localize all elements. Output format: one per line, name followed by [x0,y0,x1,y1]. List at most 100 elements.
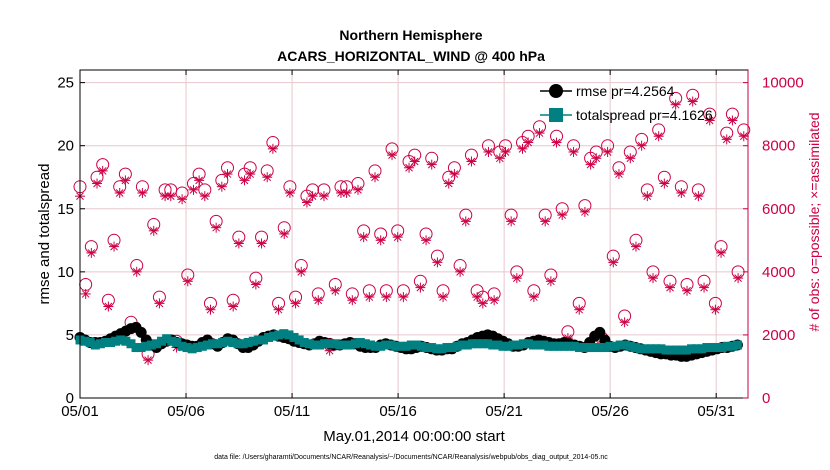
obs-assimilated-point [421,235,432,246]
chart-title-line2: ACARS_HORIZONTAL_WIND @ 400 hPa [277,48,545,64]
totalspread-point [661,345,671,355]
obs-assimilated-point [579,206,590,217]
totalspread-point [207,339,217,349]
totalspread-point [304,339,314,349]
obs-assimilated-point [279,229,290,239]
totalspread-point [192,343,202,353]
obs-assimilated-point [335,188,346,198]
obs-assimilated-point [290,298,301,309]
obs-assimilated-point [591,153,602,164]
totalspread-point [116,335,126,345]
obs-assimilated-point [296,266,307,277]
totalspread-point [386,340,396,350]
obs-assimilated-point [358,232,369,243]
totalspread-point [289,332,299,342]
obs-assimilated-point [489,295,500,306]
totalspread-point [707,343,717,353]
totalspread-point [167,336,177,346]
obs-assimilated-point [557,210,568,221]
totalspread-point [630,343,640,353]
totalspread-point [157,336,167,346]
chart-title-line1: Northern Hemisphere [339,27,482,43]
right-tick-label: 4000 [762,264,795,281]
totalspread-point [544,341,554,351]
obs-assimilated-point [154,298,165,309]
obs-assimilated-point [585,159,596,170]
left-tick-label: 0 [66,390,74,407]
totalspread-point [411,340,421,350]
obs-assimilated-point [534,128,545,139]
obs-assimilated-point [540,216,551,227]
totalspread-point [233,339,243,349]
obs-assimilated-point [233,238,244,249]
totalspread-point [213,339,223,349]
totalspread-point [85,337,95,347]
totalspread-point [401,341,411,351]
totalspread-point [666,345,676,355]
obs-assimilated-point [143,355,154,366]
totalspread-point [462,340,472,350]
obs-assimilated-point [574,304,585,315]
obs-assimilated-point [86,247,97,258]
totalspread-point [585,343,595,353]
obs-assimilated-point [307,191,318,202]
totalspread-point [182,343,192,353]
x-tick-label: 05/16 [379,403,417,420]
obs-assimilated-point [301,197,312,208]
obs-assimilated-point [284,188,295,198]
totalspread-point [218,337,228,347]
totalspread-point [447,343,457,353]
obs-assimilated-point [381,292,392,303]
totalspread-point [692,344,702,354]
totalspread-point [141,341,151,351]
totalspread-point [681,345,691,355]
totalspread-point [422,343,432,353]
totalspread-point [493,340,503,350]
obs-assimilated-point [687,96,698,107]
totalspread-point [223,336,233,346]
obs-assimilated-point [245,169,256,180]
obs-assimilated-point [727,115,738,126]
obs-assimilated-point [228,301,239,312]
totalspread-point [396,341,406,351]
totalspread-point [284,330,294,340]
totalspread-point [651,344,661,354]
obs-assimilated-point [347,295,358,306]
obs-assimilated-point [330,285,341,296]
totalspread-point [574,343,584,353]
obs-count-series [73,88,751,366]
totalspread-point [437,344,447,354]
totalspread-point [350,339,360,349]
left-tick-label: 5 [66,327,74,344]
totalspread-point [228,337,238,347]
obs-assimilated-point [630,241,641,252]
obs-assimilated-point [222,169,233,180]
totalspread-point [345,340,355,350]
obs-assimilated-point [670,99,681,110]
totalspread-point [457,340,467,350]
right-tick-label: 2000 [762,327,795,344]
obs-assimilated-point [443,178,454,189]
legend-totalspread-square [549,108,563,122]
totalspread-point [722,341,732,351]
totalspread-point [335,340,345,350]
totalspread-point [503,341,513,351]
obs-assimilated-point [375,235,386,246]
totalspread-point [258,335,268,345]
totalspread-point [299,337,309,347]
obs-assimilated-point [341,188,352,198]
legend-totalspread-label: totalspread pr=4.1626 [576,107,713,123]
totalspread-point [523,339,533,349]
obs-assimilated-point [432,257,443,268]
totalspread-point [365,340,375,350]
totalspread-point [309,340,319,350]
obs-assimilated-point [653,131,664,142]
obs-assimilated-point [160,191,171,202]
totalspread-point [146,340,156,350]
totalspread-point [427,343,437,353]
totalspread-point [126,339,136,349]
obs-assimilated-point [120,175,131,186]
totalspread-point [238,339,248,349]
obs-assimilated-point [211,222,222,233]
obs-assimilated-point [409,156,420,167]
